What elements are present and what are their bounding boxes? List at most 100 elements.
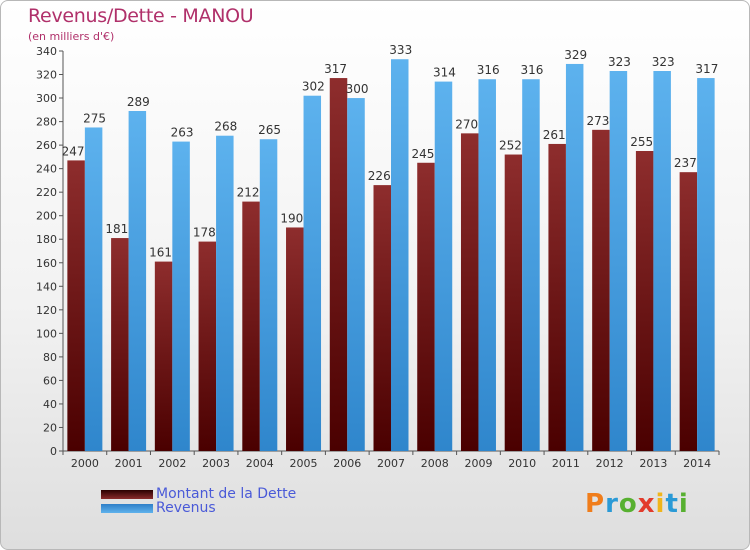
data-label-dette: 252 bbox=[499, 139, 522, 153]
data-label-dette: 270 bbox=[455, 117, 478, 131]
legend-label-revenus: Revenus bbox=[156, 500, 216, 516]
data-label-dette: 261 bbox=[543, 128, 566, 142]
data-label-revenus: 316 bbox=[477, 63, 500, 77]
bar-dette bbox=[111, 238, 129, 451]
bar-revenus bbox=[391, 59, 409, 452]
x-tick-label: 2002 bbox=[158, 457, 186, 470]
x-tick-label: 2000 bbox=[71, 457, 99, 470]
x-tick-label: 2014 bbox=[683, 457, 711, 470]
y-tick-label: 220 bbox=[36, 186, 57, 199]
y-tick-label: 40 bbox=[43, 398, 57, 411]
x-tick-label: 2008 bbox=[421, 457, 449, 470]
data-label-revenus: 268 bbox=[214, 120, 237, 134]
bar-dette bbox=[417, 162, 435, 451]
y-tick-label: 60 bbox=[43, 374, 57, 387]
y-tick-label: 20 bbox=[43, 421, 57, 434]
data-label-revenus: 300 bbox=[346, 82, 369, 96]
y-tick-label: 240 bbox=[36, 163, 57, 176]
data-label-dette: 255 bbox=[630, 135, 653, 149]
data-label-dette: 245 bbox=[412, 147, 435, 161]
data-label-revenus: 289 bbox=[127, 95, 150, 109]
chart-title: Revenus/Dette - MANOU bbox=[28, 5, 254, 27]
data-label-revenus: 275 bbox=[83, 111, 106, 125]
legend-item-dette: Montant de la Dette bbox=[101, 487, 296, 501]
y-tick-label: 340 bbox=[36, 45, 57, 58]
bar-dette bbox=[154, 261, 173, 451]
data-label-dette: 237 bbox=[674, 156, 697, 170]
bar-dette bbox=[548, 143, 566, 452]
data-label-revenus: 329 bbox=[564, 48, 587, 62]
logo-letter: r bbox=[605, 489, 619, 519]
data-label-dette: 161 bbox=[149, 246, 172, 260]
bar-dette bbox=[635, 151, 654, 451]
logo-letter: i bbox=[655, 489, 666, 519]
data-label-revenus: 323 bbox=[608, 55, 631, 69]
bar-revenus bbox=[303, 95, 322, 452]
data-label-revenus: 323 bbox=[652, 55, 675, 69]
y-tick-label: 260 bbox=[36, 139, 57, 152]
x-tick-label: 2010 bbox=[508, 457, 536, 470]
data-label-dette: 273 bbox=[586, 114, 609, 128]
logo-letter: P bbox=[585, 489, 606, 519]
bar-dette bbox=[373, 185, 391, 451]
data-label-revenus: 333 bbox=[389, 43, 412, 57]
bar-dette bbox=[329, 78, 348, 451]
logo-letter: i bbox=[678, 489, 689, 519]
y-tick-label: 100 bbox=[36, 327, 57, 340]
legend-label-dette: Montant de la Dette bbox=[156, 486, 297, 502]
data-label-dette: 247 bbox=[62, 144, 85, 158]
bar-revenus bbox=[259, 139, 278, 451]
y-tick-label: 120 bbox=[36, 304, 57, 317]
bar-revenus bbox=[347, 98, 365, 451]
x-tick-label: 2011 bbox=[552, 457, 580, 470]
y-tick-label: 140 bbox=[36, 280, 57, 293]
x-tick-label: 2013 bbox=[639, 457, 667, 470]
logo-letter: t bbox=[665, 489, 679, 519]
logo-letter: x bbox=[637, 489, 656, 519]
legend-swatch-dette bbox=[101, 489, 153, 499]
x-tick-label: 2006 bbox=[333, 457, 361, 470]
bar-revenus bbox=[653, 71, 671, 451]
bar-revenus bbox=[128, 111, 147, 451]
bar-dette bbox=[67, 160, 85, 452]
chart-legend: Montant de la Dette Revenus bbox=[101, 487, 296, 515]
data-label-revenus: 263 bbox=[171, 126, 194, 140]
chart-subtitle: (en milliers d'€) bbox=[28, 30, 115, 43]
x-tick-label: 2012 bbox=[596, 457, 624, 470]
x-tick-label: 2004 bbox=[246, 457, 274, 470]
bar-dette bbox=[198, 241, 217, 451]
y-tick-label: 160 bbox=[36, 257, 57, 270]
bar-revenus bbox=[697, 78, 715, 451]
bar-dette bbox=[460, 133, 479, 451]
bar-dette bbox=[679, 172, 698, 452]
data-label-dette: 181 bbox=[105, 222, 128, 236]
x-tick-label: 2009 bbox=[464, 457, 492, 470]
x-tick-label: 2001 bbox=[115, 457, 143, 470]
y-tick-label: 300 bbox=[36, 92, 57, 105]
bar-revenus bbox=[478, 79, 496, 451]
x-tick-label: 2005 bbox=[290, 457, 318, 470]
bar-revenus bbox=[84, 127, 103, 452]
bar-revenus bbox=[565, 63, 584, 452]
y-tick-label: 200 bbox=[36, 210, 57, 223]
data-label-revenus: 314 bbox=[433, 66, 456, 80]
data-label-revenus: 317 bbox=[695, 62, 718, 76]
x-tick-label: 2003 bbox=[202, 457, 230, 470]
data-label-dette: 317 bbox=[324, 62, 347, 76]
data-label-revenus: 316 bbox=[520, 63, 543, 77]
y-tick-label: 80 bbox=[43, 351, 57, 364]
data-label-dette: 190 bbox=[280, 211, 303, 225]
y-tick-label: 280 bbox=[36, 116, 57, 129]
legend-swatch-revenus bbox=[101, 503, 153, 513]
proxiti-logo: Proxiti bbox=[585, 489, 689, 519]
x-tick-label: 2007 bbox=[377, 457, 405, 470]
bar-dette bbox=[504, 154, 523, 451]
y-tick-label: 320 bbox=[36, 69, 57, 82]
data-label-revenus: 265 bbox=[258, 123, 281, 137]
legend-item-revenus: Revenus bbox=[101, 501, 296, 515]
data-label-dette: 226 bbox=[368, 169, 391, 183]
data-label-dette: 212 bbox=[237, 186, 260, 200]
data-label-revenus: 302 bbox=[302, 80, 325, 94]
